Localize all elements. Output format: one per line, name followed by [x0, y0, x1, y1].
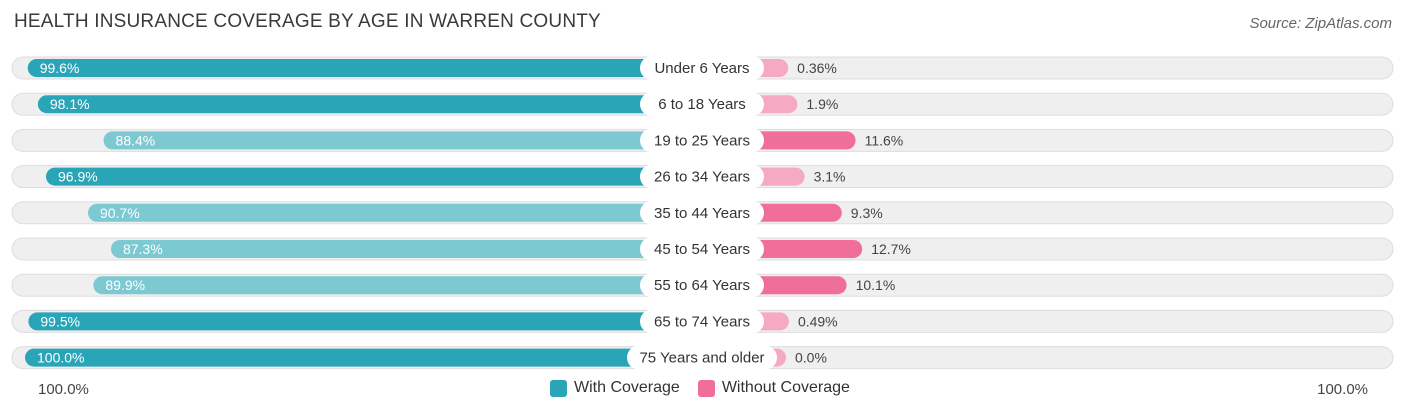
category-label: 35 to 44 Years	[654, 205, 750, 222]
category-pill	[640, 128, 764, 153]
bar-with-coverage	[25, 348, 702, 367]
value-label-without-coverage: 9.3%	[851, 205, 883, 221]
category-label: 75 Years and older	[639, 350, 764, 367]
value-label-without-coverage: 0.36%	[797, 60, 837, 76]
legend-swatch-with-coverage	[550, 379, 567, 397]
bar-with-coverage	[45, 167, 702, 186]
category-label: 55 to 64 Years	[654, 277, 750, 294]
category-pill	[640, 92, 764, 117]
category-pill	[640, 273, 764, 298]
bar-with-coverage	[28, 312, 702, 331]
category-pill	[640, 164, 764, 189]
value-label-with-coverage: 98.1%	[50, 96, 90, 112]
category-label: Under 6 Years	[654, 60, 749, 77]
bar-with-coverage	[110, 240, 702, 258]
value-label-with-coverage: 99.6%	[40, 60, 80, 76]
legend-swatch-without-coverage	[697, 379, 715, 397]
bar-with-coverage	[93, 276, 702, 295]
value-label-without-coverage: 11.6%	[865, 132, 904, 148]
category-label: 6 to 18 Years	[658, 96, 746, 113]
category-pill	[640, 56, 764, 80]
axis-right-label: 100.0%	[1317, 381, 1368, 398]
legend-label-with-coverage: With Coverage	[574, 379, 680, 396]
value-label-with-coverage: 89.9%	[105, 277, 145, 293]
category-label: 26 to 34 Years	[654, 169, 750, 186]
value-label-without-coverage: 10.1%	[856, 277, 896, 293]
category-pill	[640, 309, 764, 334]
value-label-without-coverage: 0.0%	[795, 350, 827, 366]
value-label-with-coverage: 99.5%	[40, 313, 80, 329]
legend-item-without-coverage: Without Coverage	[697, 379, 850, 397]
legend: With Coverage Without Coverage	[550, 379, 850, 397]
bar-with-coverage	[87, 203, 702, 222]
bar-with-coverage	[37, 95, 703, 114]
axis-left-label: 100.0%	[38, 381, 89, 398]
bar-with-coverage	[103, 131, 703, 150]
category-label: 65 to 74 Years	[654, 313, 750, 330]
category-pill	[640, 200, 764, 225]
category-label: 19 to 25 Years	[654, 132, 750, 149]
category-pill	[640, 237, 764, 261]
legend-label-without-coverage: Without Coverage	[721, 379, 850, 396]
value-label-without-coverage: 12.7%	[871, 241, 911, 257]
source-label: Source: ZipAtlas.com	[1249, 15, 1392, 32]
legend-item-with-coverage: With Coverage	[550, 379, 680, 397]
value-label-with-coverage: 90.7%	[100, 205, 140, 221]
value-label-with-coverage: 88.4%	[116, 132, 156, 148]
bar-with-coverage	[27, 59, 702, 77]
value-label-without-coverage: 3.1%	[814, 169, 846, 185]
value-label-without-coverage: 0.49%	[798, 313, 838, 329]
value-label-with-coverage: 87.3%	[123, 241, 163, 257]
value-label-with-coverage: 96.9%	[58, 169, 98, 185]
chart-title: HEALTH INSURANCE COVERAGE BY AGE IN WARR…	[14, 11, 601, 32]
value-label-with-coverage: 100.0%	[37, 350, 84, 366]
value-label-without-coverage: 1.9%	[806, 96, 838, 112]
category-pill	[627, 345, 777, 370]
category-label: 45 to 54 Years	[654, 241, 750, 258]
